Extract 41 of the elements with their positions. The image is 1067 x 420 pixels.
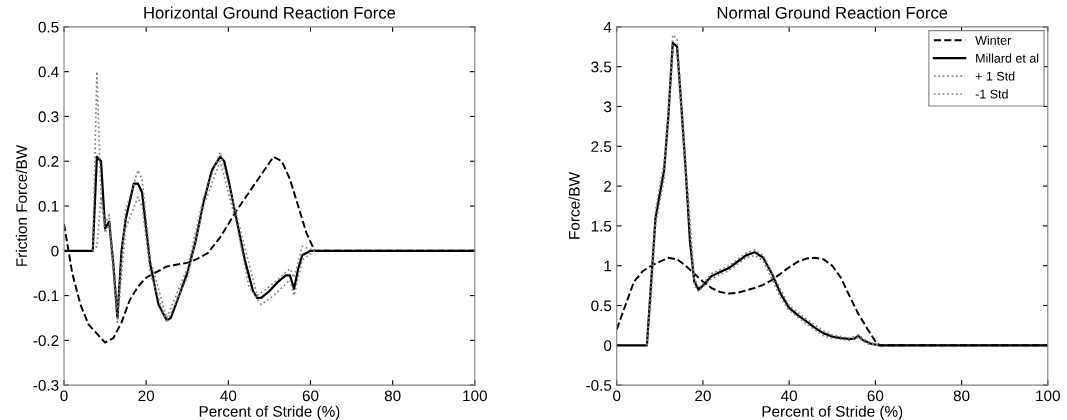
- y-tick-label: 2: [604, 180, 612, 192]
- x-tick-label: 100: [1036, 390, 1060, 402]
- y-tick-label: -0.5: [586, 380, 612, 391]
- chart-title: Horizontal Ground Reaction Force: [144, 6, 396, 19]
- x-tick-label: 60: [302, 390, 319, 402]
- y-tick-label: 0.4: [38, 66, 59, 78]
- y-tick-label: 1.5: [591, 220, 612, 232]
- y-axis-title: Force/BW: [568, 172, 580, 239]
- legend-label: Winter: [975, 35, 1012, 45]
- y-tick-label: -0.3: [33, 380, 59, 391]
- x-tick-label: 0: [60, 390, 68, 402]
- y-tick-label: 1: [604, 260, 612, 272]
- y-tick-label: 4: [603, 21, 612, 33]
- y-tick-label: 0.5: [591, 300, 612, 312]
- y-tick-label: 2.5: [591, 141, 612, 152]
- x-tick-label: 0: [613, 390, 621, 402]
- y-tick-label: 0.3: [38, 111, 59, 123]
- x-tick-label: 100: [463, 390, 487, 402]
- legend-label: -1 Std: [975, 89, 1008, 99]
- x-tick-label: 40: [781, 390, 798, 402]
- y-tick-label: -0.2: [33, 335, 59, 347]
- x-tick-label: 40: [220, 390, 237, 402]
- y-tick-label: 0.2: [38, 156, 59, 167]
- y-tick-label: 3.5: [591, 61, 612, 73]
- legend-label: Millard et al: [976, 53, 1039, 63]
- x-tick-label: 80: [384, 390, 401, 402]
- y-axis-title: Friction Force/BW: [15, 144, 28, 266]
- x-tick-label: 20: [138, 390, 155, 402]
- y-tick-label: 0.1: [38, 200, 59, 212]
- y-tick-label: 3: [603, 101, 612, 113]
- chart-title: Normal Ground Reaction Force: [717, 6, 948, 19]
- x-tick-label: 20: [695, 390, 711, 402]
- x-axis-title: Percent of Stride (%): [199, 405, 340, 420]
- x-tick-label: 60: [867, 390, 884, 402]
- y-tick-label: 0: [51, 245, 59, 257]
- x-axis-title: Percent of Stride (%): [762, 405, 903, 420]
- y-tick-label: 0.5: [38, 21, 59, 33]
- x-tick-label: 80: [953, 390, 970, 402]
- legend-label: + 1 Std: [975, 71, 1015, 81]
- y-tick-label: -0.1: [33, 290, 59, 302]
- y-tick-label: 0: [603, 340, 612, 352]
